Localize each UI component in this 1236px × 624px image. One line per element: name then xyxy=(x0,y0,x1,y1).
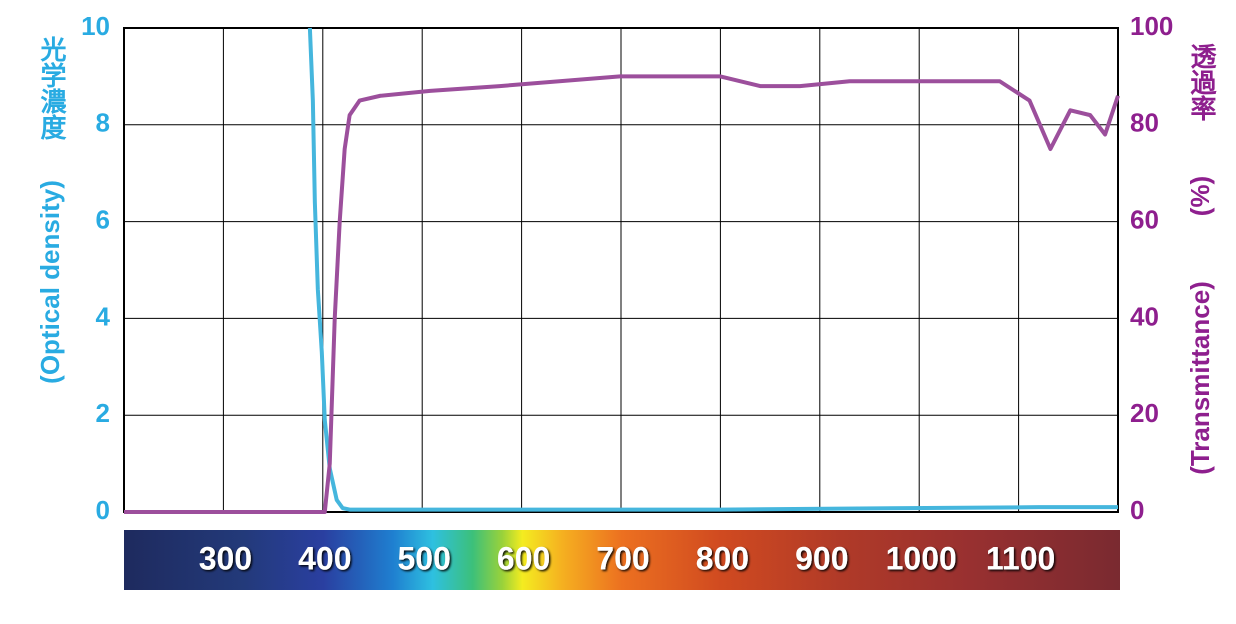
y-tick-label: 4 xyxy=(96,301,111,331)
y-tick-label: 8 xyxy=(96,108,110,138)
y2-tick-label: 0 xyxy=(1130,495,1144,525)
x-tick-label: 600 xyxy=(497,540,550,576)
x-tick-label: 1000 xyxy=(886,540,957,576)
y2-tick-label: 40 xyxy=(1130,301,1159,331)
x-tick-label: 900 xyxy=(795,540,848,576)
x-tick-label: 800 xyxy=(696,540,749,576)
y2-tick-label: 80 xyxy=(1130,108,1159,138)
y-tick-label: 10 xyxy=(81,11,110,41)
y2-tick-label: 100 xyxy=(1130,11,1173,41)
x-tick-label: 1100 xyxy=(986,540,1055,576)
data-line xyxy=(124,74,1120,514)
x-tick-label: 400 xyxy=(298,540,351,576)
y2-tick-label: 20 xyxy=(1130,398,1159,428)
x-tick-label: 500 xyxy=(398,540,451,576)
y-axis-label-jp: 光学濃度 xyxy=(37,36,67,141)
spectrum-bar xyxy=(124,530,1120,590)
y-tick-label: 0 xyxy=(96,495,110,525)
y-axis-label: (Optical density) xyxy=(35,180,65,384)
y-tick-label: 2 xyxy=(96,398,110,428)
y2-axis-unit: (%) xyxy=(1185,176,1215,216)
y2-axis-label-jp: 透過率 xyxy=(1187,43,1217,121)
y2-tick-label: 60 xyxy=(1130,204,1159,234)
data-line xyxy=(307,27,1118,512)
y2-axis-label: (Transmittance) xyxy=(1185,281,1215,475)
x-tick-label: 700 xyxy=(596,540,649,576)
y-tick-label: 6 xyxy=(96,204,110,234)
x-tick-label: 300 xyxy=(199,540,252,576)
